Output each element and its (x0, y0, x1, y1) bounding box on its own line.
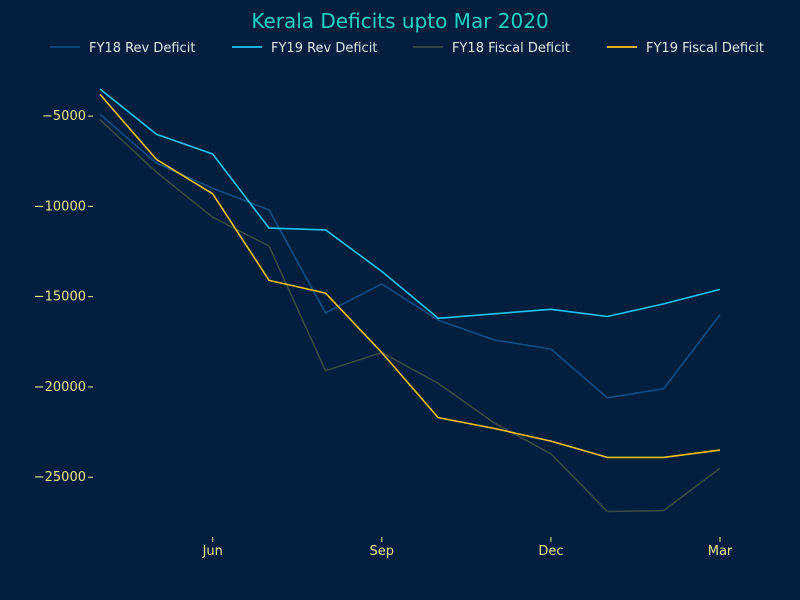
x-tick-label: Sep (370, 544, 395, 559)
y-tick-label: −25000 (34, 470, 86, 485)
series-line-fy19-fiscal-deficit (99, 93, 721, 459)
chart-title: Kerala Deficits upto Mar 2020 (251, 9, 548, 33)
series-line-fy19-rev-deficit (99, 88, 721, 320)
x-tick-label: Dec (538, 544, 563, 559)
y-tick-label: −10000 (34, 199, 86, 214)
y-tick-label: −20000 (34, 380, 86, 395)
x-tick-label: Mar (708, 544, 733, 559)
series-line-fy18-fiscal-deficit (99, 119, 721, 513)
x-tick-label: Jun (202, 544, 223, 559)
y-tick-label: −5000 (42, 109, 86, 124)
series-line-fy18-rev-deficit (99, 113, 721, 399)
legend: FY18 Rev Deficit FY19 Rev Deficit FY18 Fis… (50, 41, 764, 56)
legend-label: FY19 Fiscal Deficit (646, 41, 764, 56)
legend-label: FY18 Fiscal Deficit (452, 41, 570, 56)
y-tick-label: −15000 (34, 290, 86, 305)
legend-label: FY19 Rev Deficit (271, 41, 377, 56)
x-axis: Jun Sep Dec Mar (202, 537, 733, 559)
y-axis: −5000 −10000 −15000 −20000 −25000 (34, 109, 93, 485)
legend-label: FY18 Rev Deficit (89, 41, 195, 56)
plot-area (99, 88, 721, 513)
